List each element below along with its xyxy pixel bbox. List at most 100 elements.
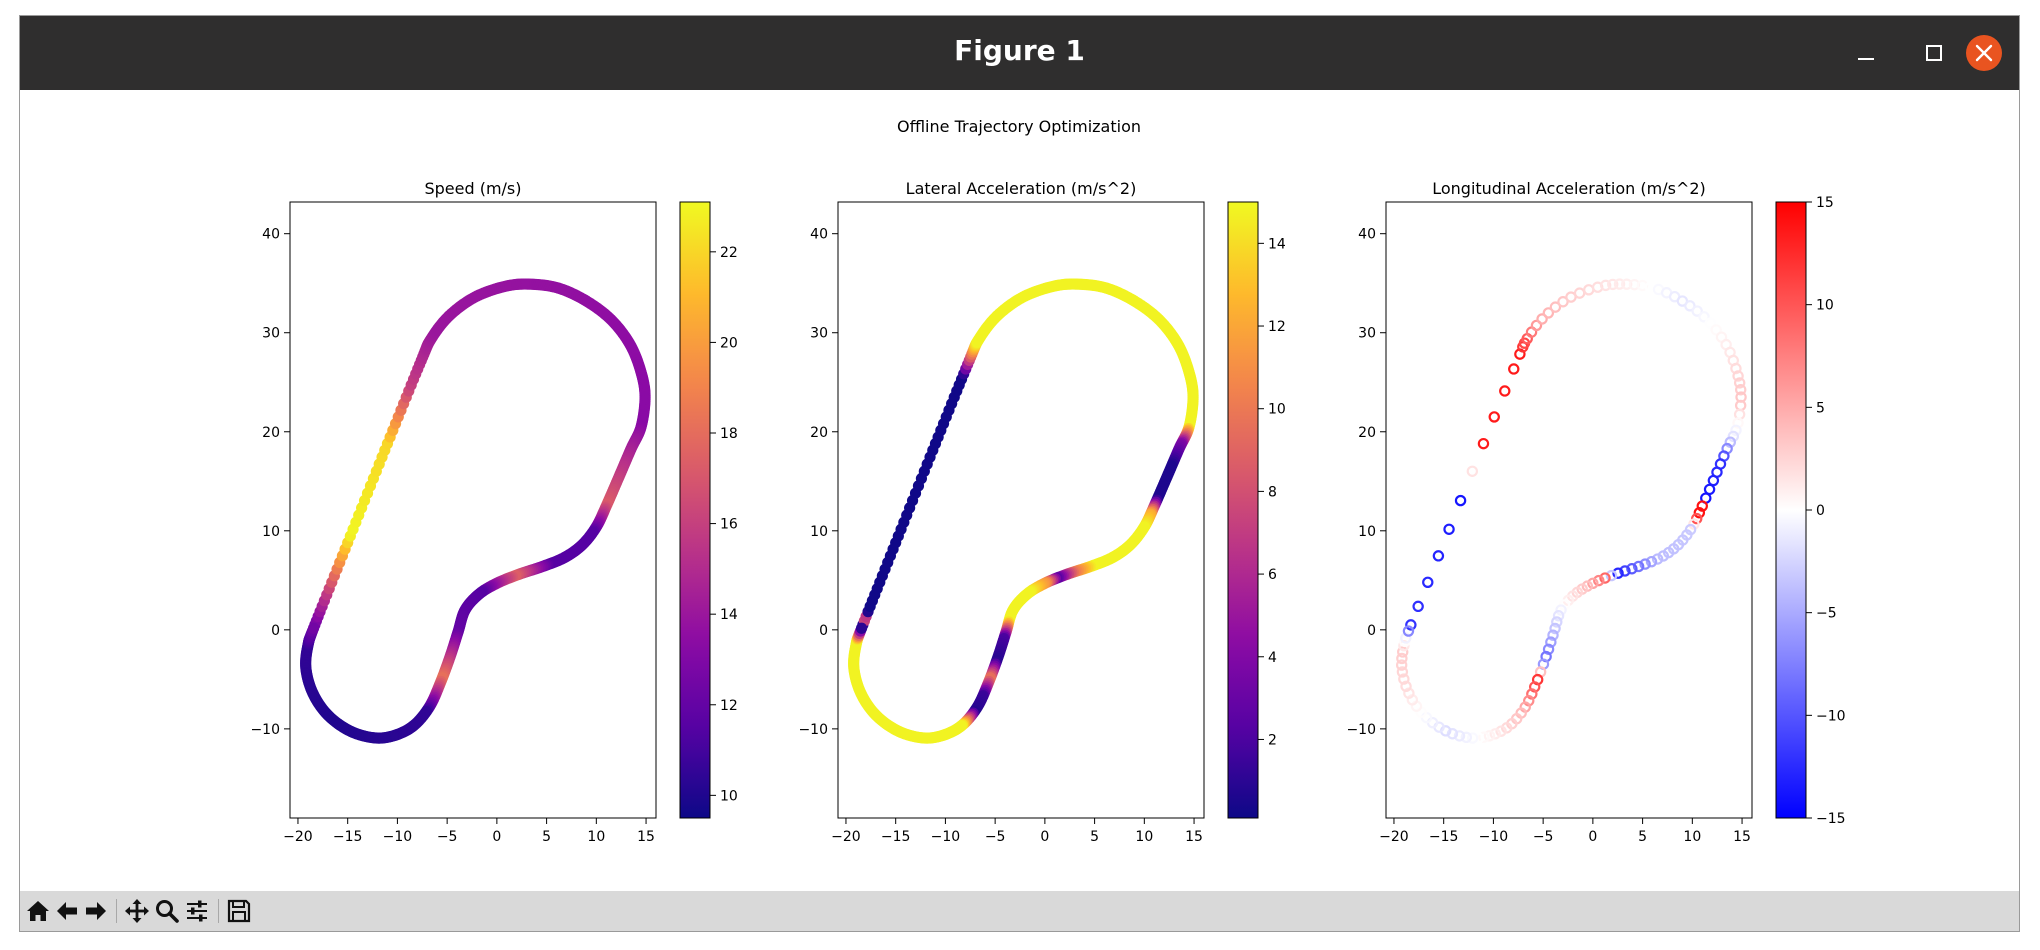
figure-canvas[interactable]: Offline Trajectory Optimization Speed (m…	[20, 90, 2019, 891]
colorbar-tick-label: 12	[720, 698, 738, 714]
trajectory-point	[1733, 377, 1746, 389]
trajectory-point	[1483, 730, 1496, 742]
x-tick-label: −20	[283, 829, 313, 845]
window-title: Figure 1	[954, 34, 1085, 67]
close-button[interactable]	[1965, 34, 2003, 72]
x-tick-label: −15	[333, 829, 363, 845]
x-tick-label: −10	[1479, 829, 1509, 845]
x-tick-label: −10	[383, 829, 413, 845]
trajectory-point	[1732, 417, 1744, 429]
trajectory-point	[1466, 732, 1479, 744]
trajectory-point	[1613, 278, 1626, 290]
trajectory-point	[1395, 659, 1408, 671]
x-tick-label: −15	[1429, 829, 1459, 845]
trajectory-point	[1488, 411, 1500, 423]
trajectory-point	[1691, 512, 1703, 525]
trajectory-point	[1557, 296, 1569, 308]
x-tick-label: −20	[1379, 829, 1409, 845]
colorbar	[679, 201, 711, 819]
toolbar-separator	[116, 899, 117, 923]
trajectory-point	[1628, 278, 1641, 291]
trajectory-point	[1405, 619, 1417, 631]
maximize-icon	[1926, 45, 1942, 61]
trajectory-point	[1549, 301, 1562, 313]
trajectory-point	[1396, 666, 1409, 678]
colorbar-tick-label: 15	[1816, 195, 1834, 211]
colorbar-tick-label: 8	[1268, 484, 1277, 500]
trajectory-point	[1599, 279, 1612, 292]
y-tick-label: −10	[250, 722, 280, 738]
trajectory-point	[1732, 370, 1744, 382]
colorbar-tick-label: 14	[1268, 236, 1286, 252]
zoom-button[interactable]	[153, 897, 181, 925]
trajectory-point	[1552, 610, 1565, 622]
trajectory-point	[1495, 725, 1507, 737]
trajectory-point	[1704, 317, 1717, 329]
y-tick-label: 40	[262, 227, 280, 243]
trajectory-point	[1549, 622, 1561, 635]
trajectory-point	[1500, 722, 1513, 734]
forward-button[interactable]	[82, 897, 110, 925]
colorbar-tick-label: −5	[1816, 606, 1837, 622]
trajectory-point	[1587, 577, 1599, 589]
trajectory-point	[1707, 474, 1720, 487]
trajectory-series	[848, 278, 1199, 744]
x-tick-label: 15	[1185, 829, 1203, 845]
x-tick-label: 15	[1733, 829, 1751, 845]
axes-title: Lateral Acceleration (m/s^2)	[906, 179, 1137, 198]
save-button[interactable]	[225, 897, 253, 925]
trajectory-point	[1696, 500, 1708, 512]
home-icon	[27, 901, 49, 921]
lateral-acceleration-panel: Lateral Acceleration (m/s^2) −20 −15 −10 −5 0…	[798, 179, 1285, 845]
x-tick-label: 0	[1040, 829, 1049, 845]
colorbar-tick-label: 22	[720, 245, 738, 261]
home-button[interactable]	[24, 897, 52, 925]
colorbar	[1775, 201, 1807, 819]
x-tick-label: 0	[492, 829, 501, 845]
trajectory-point	[1499, 385, 1511, 397]
trajectory-point	[1472, 732, 1485, 744]
axes-frame	[1385, 201, 1753, 819]
y-tick-label: 0	[1367, 623, 1376, 639]
colorbar-tick-label: 12	[1268, 319, 1286, 335]
trajectory-point	[1626, 563, 1638, 575]
x-tick-label: 10	[1683, 829, 1701, 845]
trajectory-point	[1508, 363, 1520, 375]
maximize-button[interactable]	[1915, 34, 1953, 72]
pan-button[interactable]	[123, 897, 151, 925]
y-tick-label: 10	[1358, 524, 1376, 540]
y-tick-label: 30	[262, 326, 280, 342]
x-tick-label: 5	[542, 829, 551, 845]
trajectory-point	[1396, 652, 1408, 665]
x-tick-label: −5	[437, 829, 458, 845]
trajectory-point	[1400, 632, 1412, 644]
x-tick-label: 5	[1090, 829, 1099, 845]
trajectory-point	[1542, 307, 1555, 319]
minimize-button[interactable]	[1847, 34, 1885, 72]
y-tick-label: 0	[271, 623, 280, 639]
colorbar-tick-label: 10	[1816, 298, 1834, 314]
trajectory-series	[300, 278, 651, 744]
figure-window: Figure 1 Offline Trajectory Optimization…	[19, 15, 2020, 932]
axes-title: Longitudinal Acceleration (m/s^2)	[1432, 179, 1706, 198]
trajectory-point	[1730, 362, 1742, 375]
colorbar-tick-label: 0	[1816, 503, 1825, 519]
trajectory-point	[1639, 558, 1651, 570]
x-tick-label: 5	[1638, 829, 1647, 845]
forward-arrow-icon	[86, 902, 106, 920]
back-button[interactable]	[53, 897, 81, 925]
trajectory-point	[1619, 565, 1631, 577]
navigation-toolbar	[20, 891, 2019, 931]
colorbar-tick-label: 18	[720, 426, 738, 442]
colorbar-tick-label: 4	[1268, 650, 1277, 666]
trajectory-point	[1727, 430, 1740, 443]
trajectory-point	[1443, 523, 1455, 535]
y-tick-label: 20	[1358, 425, 1376, 441]
trajectory-point	[1446, 728, 1459, 740]
configure-subplots-button[interactable]	[183, 897, 211, 925]
colorbar-tick-label: 20	[720, 335, 738, 351]
trajectory-series	[1395, 278, 1747, 744]
back-arrow-icon	[57, 902, 77, 920]
configure-subplots-icon	[187, 900, 207, 922]
trajectory-point	[1402, 625, 1415, 637]
